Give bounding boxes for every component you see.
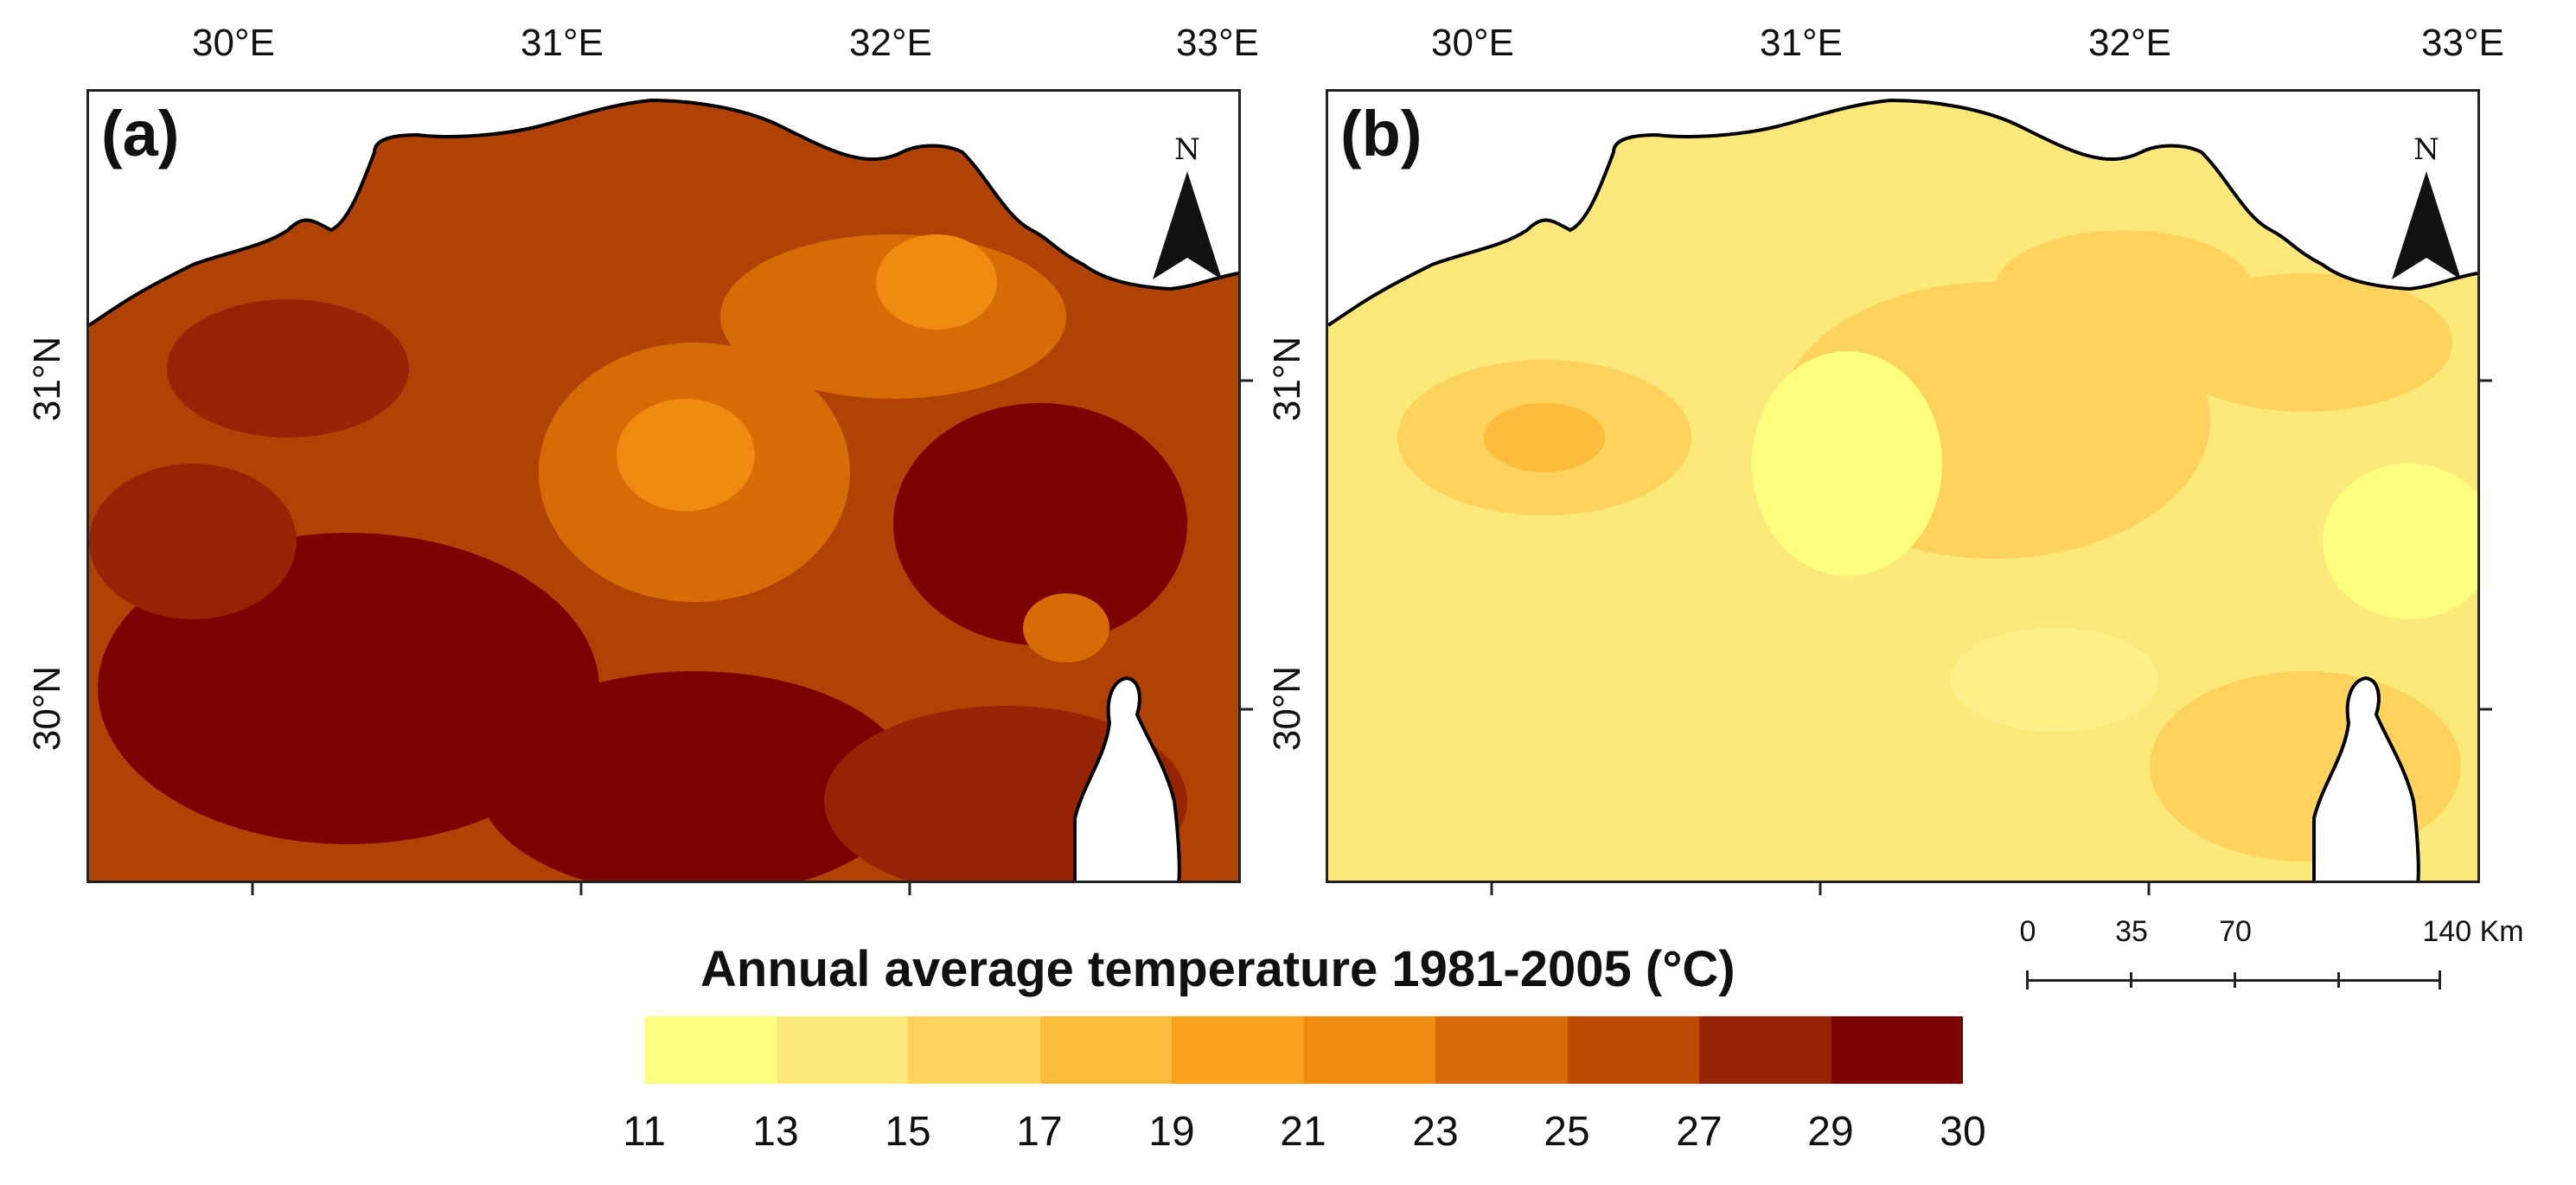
map-a-blob-center (478, 671, 911, 881)
legend-tick-15: 15 (885, 1109, 931, 1155)
legend-swatch-3 (908, 1016, 1040, 1084)
scale-label-35: 35 (2115, 915, 2148, 948)
map-a-blob-w (89, 464, 297, 619)
map-b-blob-cool-s (1951, 628, 2158, 732)
legend-tick-27: 27 (1676, 1109, 1723, 1155)
legend-tick-30: 30 (1940, 1109, 1986, 1155)
map-a-blob-nw (167, 299, 409, 438)
north-arrow-a: N (1148, 135, 1226, 299)
legend-tick-29: 29 (1807, 1109, 1854, 1155)
map-a-blob-light-n2 (876, 234, 997, 330)
legend-colorbar (644, 1016, 1963, 1084)
scale-tick-105 (2337, 972, 2340, 988)
lon-label-a-30: 30°E (192, 22, 275, 64)
panel-a-letter: (a) (101, 98, 180, 170)
map-a-blob-ne (893, 403, 1187, 645)
legend-swatch-6 (1303, 1016, 1435, 1084)
scale-tick-70 (2234, 972, 2236, 988)
lon-label-a-33: 33°E (1176, 22, 1259, 64)
lat-label-a-30: 30°N (26, 665, 69, 752)
north-arrow-b-icon (2392, 171, 2461, 279)
legend-tick-11: 11 (623, 1109, 666, 1155)
panel-b-letter: (b) (1340, 98, 1422, 170)
lat-label-b-31: 31°N (1266, 336, 1309, 422)
north-arrow-b-label: N (2413, 132, 2439, 167)
scale-label-70: 70 (2219, 915, 2252, 948)
lon-label-b-31: 31°E (1760, 22, 1843, 64)
north-arrow-a-icon (1153, 171, 1222, 279)
lon-label-a-32: 32°E (849, 22, 932, 64)
map-b-coastline (1328, 98, 2477, 327)
legend-tick-13: 13 (752, 1109, 799, 1155)
legend-swatch-10 (1831, 1016, 1963, 1084)
scale-tick-140 (2439, 970, 2441, 990)
lon-label-b-33: 33°E (2421, 22, 2504, 64)
legend-swatch-5 (1172, 1016, 1304, 1084)
scale-label-0: 0 (2019, 915, 2036, 948)
lon-label-b-30: 30°E (1431, 22, 1514, 64)
legend-title: Annual average temperature 1981-2005 (°C… (700, 941, 1735, 997)
north-arrow-a-label: N (1174, 132, 1200, 167)
map-panel-b-svg (1328, 92, 2477, 881)
legend-tick-23: 23 (1412, 1109, 1459, 1155)
map-b-blob-cool-e (2323, 464, 2477, 619)
map-panel-a-svg (89, 92, 1238, 881)
legend-swatch-9 (1699, 1016, 1831, 1084)
legend-swatch-2 (776, 1016, 908, 1084)
map-b-blob-north (1994, 230, 2253, 351)
map-panel-a: (a) N (86, 89, 1241, 883)
legend-tick-19: 19 (1148, 1109, 1195, 1155)
map-panel-b: (b) N (1326, 89, 2480, 883)
scale-tick-0 (2026, 970, 2029, 990)
legend-tick-17: 17 (1016, 1109, 1063, 1155)
legend-swatch-7 (1435, 1016, 1568, 1084)
north-arrow-b: N (2387, 135, 2465, 299)
lat-label-a-31: 31°N (26, 336, 69, 422)
map-a-lake (1073, 676, 1181, 881)
legend-tick-25: 25 (1544, 1109, 1590, 1155)
lon-label-a-31: 31°E (521, 22, 604, 64)
map-b-blob-west2 (1484, 403, 1605, 472)
lon-label-b-32: 32°E (2088, 22, 2171, 64)
scale-tick-35 (2130, 972, 2132, 988)
map-b-lake (2312, 676, 2420, 881)
legend-swatch-1 (644, 1016, 777, 1084)
legend-tick-21: 21 (1280, 1109, 1326, 1155)
map-a-coastline (89, 98, 1238, 327)
lat-label-b-30: 30°N (1266, 665, 1309, 752)
legend-swatch-4 (1039, 1016, 1172, 1084)
scale-label-140: 140 Km (2422, 915, 2524, 948)
map-b-blob-cool-c (1752, 351, 1942, 576)
legend-swatch-8 (1567, 1016, 1699, 1084)
map-a-blob-light-c2 (617, 399, 755, 511)
map-a-blob-light-e (1023, 593, 1109, 663)
